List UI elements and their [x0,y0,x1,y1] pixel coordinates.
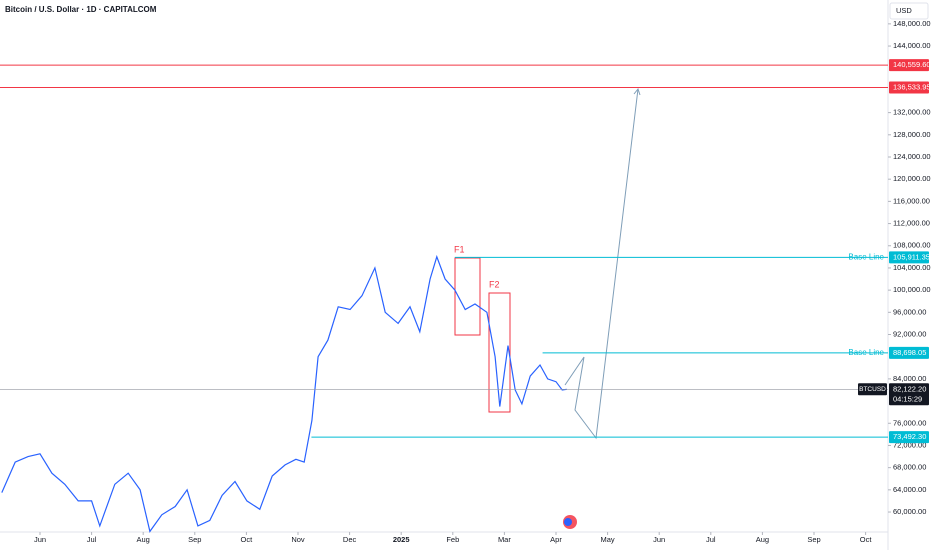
base-line-label: Base Line [848,348,884,357]
f2-box[interactable] [488,292,511,413]
y-tick-label: 84,000.00 [893,374,926,383]
price-line-box [889,81,929,94]
x-tick-label: Nov [291,535,305,544]
f2-label: F2 [489,279,500,289]
currency: USD [896,6,912,15]
f1-box[interactable] [454,257,481,336]
y-tick-label: 128,000.00 [893,130,931,139]
y-tick-label: 104,000.00 [893,263,931,272]
chart-title: Bitcoin / U.S. Dollar · 1D · CAPITALCOM [5,5,157,14]
price-line-label: 140,559.60 [893,60,931,69]
x-tick-label: Oct [241,535,254,544]
y-tick-label: 96,000.00 [893,307,926,316]
price-line-series [1,254,567,533]
y-tick-label: 68,000.00 [893,463,926,472]
price-line-box [889,251,929,264]
y-tick-label: 144,000.00 [893,41,931,50]
x-tick-label: Jul [87,535,97,544]
x-tick-label: Dec [343,535,357,544]
last-price-label: 82,122.20 [893,384,926,393]
x-tick-label: Jul [706,535,716,544]
price-line-box [889,59,929,72]
base-line-label: Base Line [848,252,884,261]
y-tick-label: 108,000.00 [893,241,931,250]
y-tick-label: 92,000.00 [893,329,926,338]
x-tick-label: Sep [807,535,820,544]
price-line-box [889,431,929,444]
x-tick-label: Sep [188,535,201,544]
price-line-label: 88,698.05 [893,348,926,357]
price-line-label: 73,492.30 [893,432,926,441]
price-line-label: 136,533.95 [893,82,931,91]
y-tick-label: 100,000.00 [893,285,931,294]
x-tick-label: May [601,535,615,544]
y-tick-label: 148,000.00 [893,19,931,28]
price-line-label: 105,911.35 [893,252,930,261]
x-tick-label: Aug [137,535,150,544]
currency-box[interactable] [889,2,929,20]
x-tick-label: Mar [498,535,511,544]
y-tick-label: 76,000.00 [893,418,926,427]
logo [563,515,577,529]
projection-arrow [633,87,641,96]
y-tick-label: 112,000.00 [893,219,930,228]
y-tick-label: 60,000.00 [893,507,926,516]
y-tick-label: 72,000.00 [893,440,926,449]
x-tick-label: Jun [653,535,665,544]
x-tick-label: 2025 [393,535,410,544]
x-tick-label: Oct [860,535,873,544]
y-tick-label: 116,000.00 [893,196,930,205]
y-tick-label: 132,000.00 [893,108,931,117]
last-price-box [889,383,929,406]
x-tick-label: Apr [550,535,562,544]
y-tick-label: 124,000.00 [893,152,931,161]
y-tick-label: 64,000.00 [893,485,926,494]
x-tick-label: Jun [34,535,46,544]
symbol-box [858,383,887,396]
price-line-box [889,346,929,359]
projection-path[interactable] [564,88,639,440]
x-tick-label: Aug [756,535,769,544]
f1-label: F1 [454,244,465,254]
x-tick-label: Feb [446,535,459,544]
countdown: 04:15:29 [893,394,922,403]
y-tick-label: 120,000.00 [893,174,931,183]
symbol-label: BTCUSD [859,386,886,393]
